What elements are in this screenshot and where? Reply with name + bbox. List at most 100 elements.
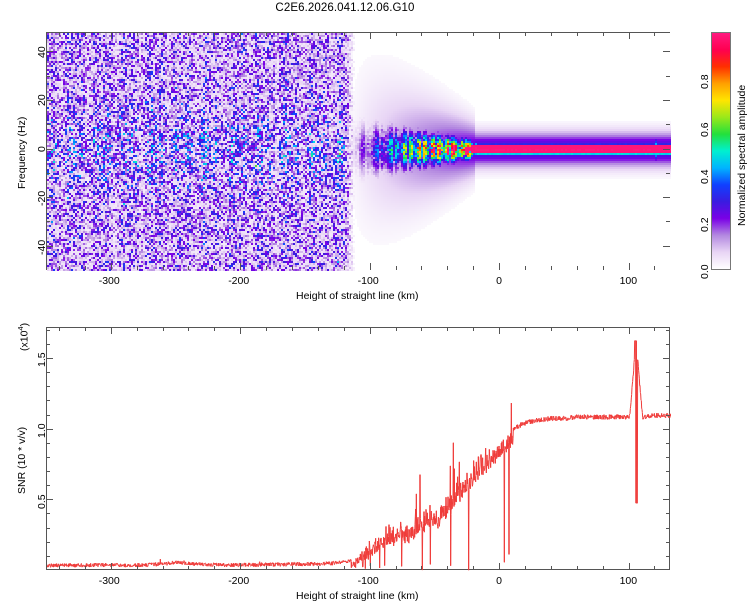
- axis-tick: [499, 563, 501, 570]
- axis-tick: [266, 327, 268, 331]
- snr-x-tick-label: 0: [496, 575, 502, 587]
- axis-tick: [421, 566, 423, 570]
- axis-tick: [291, 32, 293, 36]
- axis-tick: [46, 485, 50, 487]
- spectrogram-y-tick-label: 20: [36, 94, 48, 107]
- spectrogram-panel: -300 -200 -100 0 100 -40 -20 0 20 40 Height of st…: [16, 32, 671, 302]
- axis-tick: [214, 32, 216, 36]
- snr-plot-area: [46, 327, 671, 571]
- axis-tick: [421, 327, 423, 331]
- axis-tick: [654, 566, 656, 570]
- axis-tick: [663, 148, 670, 150]
- axis-tick: [343, 266, 345, 270]
- snr-x-axis-label: Height of straight line (km): [296, 590, 419, 602]
- axis-tick: [136, 266, 138, 270]
- axis-tick: [576, 266, 578, 270]
- axis-tick: [447, 327, 449, 331]
- axis-tick: [395, 266, 397, 270]
- axis-tick: [214, 266, 216, 270]
- axis-tick: [46, 197, 53, 199]
- axis-tick: [240, 32, 242, 39]
- axis-tick: [473, 327, 475, 331]
- snr-exp-prefix: (x10: [18, 330, 31, 351]
- colorbar-tick-label: 0.0: [699, 264, 711, 280]
- axis-tick: [136, 566, 138, 570]
- axis-tick: [473, 566, 475, 570]
- axis-tick: [666, 485, 670, 487]
- axis-tick: [576, 566, 578, 570]
- axis-tick: [666, 414, 670, 416]
- snr-y-tick-label: 0.5: [36, 494, 48, 509]
- spectrogram-x-tick-label: -200: [228, 275, 250, 287]
- axis-tick: [343, 327, 345, 331]
- axis-tick: [46, 513, 50, 515]
- axis-tick: [628, 563, 630, 570]
- axis-tick: [654, 32, 656, 36]
- axis-tick: [84, 32, 86, 36]
- figure-title: C2E6.2026.041.12.06.G10: [275, 2, 415, 14]
- colorbar-gradient-box: [711, 32, 731, 270]
- colorbar-tick-label: 0.6: [699, 121, 711, 137]
- axis-tick: [110, 32, 112, 39]
- axis-tick: [663, 197, 670, 199]
- axis-tick: [666, 456, 670, 458]
- axis-tick: [666, 329, 670, 331]
- axis-tick: [46, 414, 50, 416]
- axis-tick: [369, 32, 371, 39]
- axis-tick: [663, 428, 670, 430]
- axis-tick: [666, 555, 670, 557]
- axis-tick: [663, 100, 670, 101]
- axis-tick: [291, 266, 293, 270]
- axis-tick: [628, 327, 630, 334]
- axis-tick: [447, 32, 449, 36]
- axis-tick: [666, 343, 670, 345]
- axis-tick: [58, 566, 60, 570]
- colorbar-panel: 0.0 0.2 0.4 0.6 0.8 Normalized spectral ampl…: [699, 32, 748, 279]
- colorbar-gradient: [712, 33, 730, 269]
- axis-tick: [46, 75, 50, 77]
- axis-tick: [666, 372, 670, 374]
- axis-tick: [214, 566, 216, 570]
- axis-tick: [499, 327, 501, 334]
- axis-tick: [214, 327, 216, 331]
- axis-tick: [162, 327, 164, 331]
- axis-tick: [550, 327, 552, 331]
- colorbar-tick-label: 0.4: [699, 169, 711, 185]
- axis-tick: [576, 327, 578, 331]
- axis-tick: [84, 566, 86, 570]
- snr-exp-suffix: ): [18, 322, 31, 327]
- axis-tick: [266, 32, 268, 36]
- axis-tick: [663, 245, 670, 247]
- axis-tick: [46, 245, 53, 247]
- axis-tick: [666, 442, 670, 444]
- snr-x-tick-label: 100: [619, 575, 638, 587]
- axis-tick: [162, 32, 164, 36]
- axis-tick: [447, 266, 449, 270]
- axis-tick: [395, 327, 397, 331]
- axis-tick: [46, 471, 50, 473]
- axis-tick: [84, 327, 86, 331]
- colorbar-tick-label: 0.8: [699, 74, 711, 89]
- spectrogram-y-tick-label: -20: [36, 191, 48, 207]
- axis-tick: [46, 343, 50, 345]
- axis-tick: [628, 32, 630, 39]
- snr-y-tick-label: 1.5: [36, 352, 48, 368]
- axis-tick: [447, 566, 449, 570]
- axis-tick: [188, 566, 190, 570]
- colorbar-label: Normalized spectral amplitude: [736, 84, 748, 226]
- axis-tick: [110, 263, 112, 270]
- axis-tick: [602, 266, 604, 270]
- colorbar-tick-label: 0.2: [699, 217, 711, 232]
- snr-x-tick-label: -100: [357, 575, 379, 587]
- spectrogram-plot-area: [46, 32, 671, 271]
- axis-tick: [666, 221, 670, 223]
- axis-tick: [46, 100, 53, 101]
- snr-trace: [47, 328, 671, 571]
- spectrogram-x-tick-label: 100: [619, 275, 638, 287]
- axis-tick: [46, 499, 53, 501]
- axis-tick: [663, 499, 670, 501]
- axis-tick: [663, 51, 670, 53]
- axis-tick: [550, 266, 552, 270]
- axis-tick: [46, 329, 50, 331]
